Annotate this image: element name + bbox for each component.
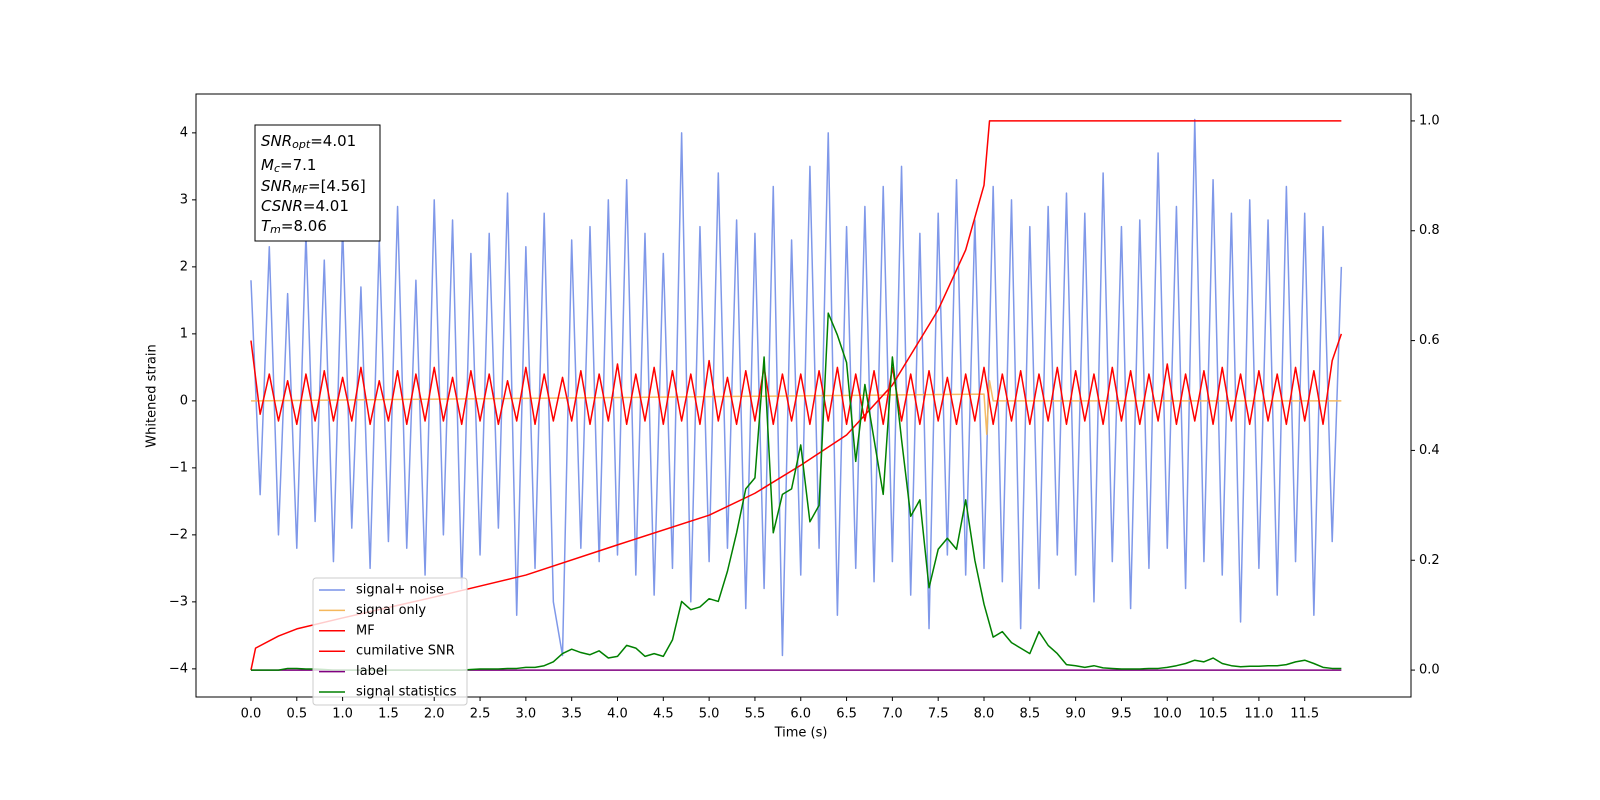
- x-tick-label: 9.5: [1111, 707, 1132, 722]
- x-tick-label: 8.5: [1019, 707, 1040, 722]
- annotation-symbol: T: [261, 217, 272, 235]
- y-tick-label: −2: [169, 527, 188, 542]
- y2-tick-label: 0.8: [1419, 223, 1440, 238]
- annotation-subscript: MF: [292, 183, 308, 196]
- x-tick-label: 10.5: [1199, 707, 1228, 722]
- annotation-line: SNRMF=[4.56]: [261, 177, 366, 197]
- x-tick-label: 11.0: [1244, 707, 1273, 722]
- x-tick-label: 9.0: [1065, 707, 1086, 722]
- x-tick-label: 11.5: [1290, 707, 1319, 722]
- annotation-value: =4.01: [310, 132, 356, 150]
- legend-label: signal statistics: [356, 685, 457, 700]
- x-tick-label: 3.0: [516, 707, 537, 722]
- annotation-box: SNRopt=4.01Mc=7.1SNRMF=[4.56]CSNR=4.01Tm…: [254, 124, 381, 242]
- x-tick-label: 4.5: [653, 707, 674, 722]
- x-tick-label: 7.5: [928, 707, 949, 722]
- annotation-value: =4.01: [303, 197, 349, 215]
- annotation-line: Mc=7.1: [261, 156, 316, 176]
- annotation-subscript: opt: [292, 138, 311, 151]
- annotation-symbol: SNR: [261, 132, 292, 150]
- x-tick-label: 6.5: [836, 707, 857, 722]
- annotation-value: =7.1: [280, 156, 316, 174]
- annotation-value: =[4.56]: [308, 177, 366, 195]
- legend-label: signal+ noise: [356, 583, 444, 598]
- legend-label: cumilative SNR: [356, 644, 455, 659]
- x-tick-label: 8.0: [974, 707, 995, 722]
- y2-tick-label: 0.4: [1419, 443, 1440, 458]
- x-tick-label: 10.0: [1153, 707, 1182, 722]
- y-tick-label: −3: [169, 594, 188, 609]
- annotation-frame: [254, 124, 381, 242]
- x-tick-label: 2.5: [470, 707, 491, 722]
- legend-label: MF: [356, 623, 375, 638]
- annotation-subscript: m: [270, 223, 281, 236]
- y-axis-label: Whitened strain: [145, 344, 160, 447]
- legend-label: signal only: [356, 603, 426, 618]
- legend-label: label: [356, 664, 387, 679]
- x-tick-label: 1.0: [332, 707, 353, 722]
- x-tick-label: 5.5: [745, 707, 766, 722]
- y-tick-label: −1: [169, 460, 188, 475]
- annotation-symbol: CSNR: [261, 197, 303, 215]
- y2-tick-label: 0.2: [1419, 553, 1440, 568]
- y-tick-label: 4: [180, 125, 188, 140]
- x-tick-label: 0.0: [241, 707, 262, 722]
- y-tick-label: 3: [180, 192, 188, 207]
- x-tick-label: 5.0: [699, 707, 720, 722]
- axes-frame: [195, 93, 1412, 698]
- series-line: [250, 120, 1342, 671]
- x-tick-label: 2.0: [424, 707, 445, 722]
- series-line: [250, 118, 1343, 657]
- annotation-symbol: SNR: [261, 177, 292, 195]
- annotation-subscript: c: [274, 162, 280, 175]
- x-tick-label: 3.5: [561, 707, 582, 722]
- y-tick-label: 2: [180, 259, 188, 274]
- series-line: [250, 333, 1343, 426]
- x-tick-label: 4.0: [607, 707, 628, 722]
- y2-tick-label: 1.0: [1419, 113, 1440, 128]
- legend: signal+ noise signal only MF cumilative SNR…: [312, 577, 468, 706]
- y-tick-label: −4: [169, 661, 188, 676]
- y2-tick-label: 0.6: [1419, 333, 1440, 348]
- annotation-line: CSNR=4.01: [261, 197, 349, 215]
- legend-frame: [312, 577, 468, 706]
- x-tick-label: 7.0: [882, 707, 903, 722]
- annotation-symbol: M: [261, 156, 274, 174]
- annotation-line: SNRopt=4.01: [261, 132, 356, 152]
- x-axis-label: Time (s): [774, 726, 828, 741]
- annotation-value: =8.06: [281, 217, 327, 235]
- y-tick-label: 1: [180, 326, 188, 341]
- y-tick-label: 0: [180, 393, 188, 408]
- annotation-line: Tm=8.06: [261, 217, 327, 237]
- x-tick-label: 0.5: [286, 707, 307, 722]
- x-tick-label: 6.0: [790, 707, 811, 722]
- x-tick-label: 1.5: [378, 707, 399, 722]
- y2-tick-label: 0.0: [1419, 663, 1440, 678]
